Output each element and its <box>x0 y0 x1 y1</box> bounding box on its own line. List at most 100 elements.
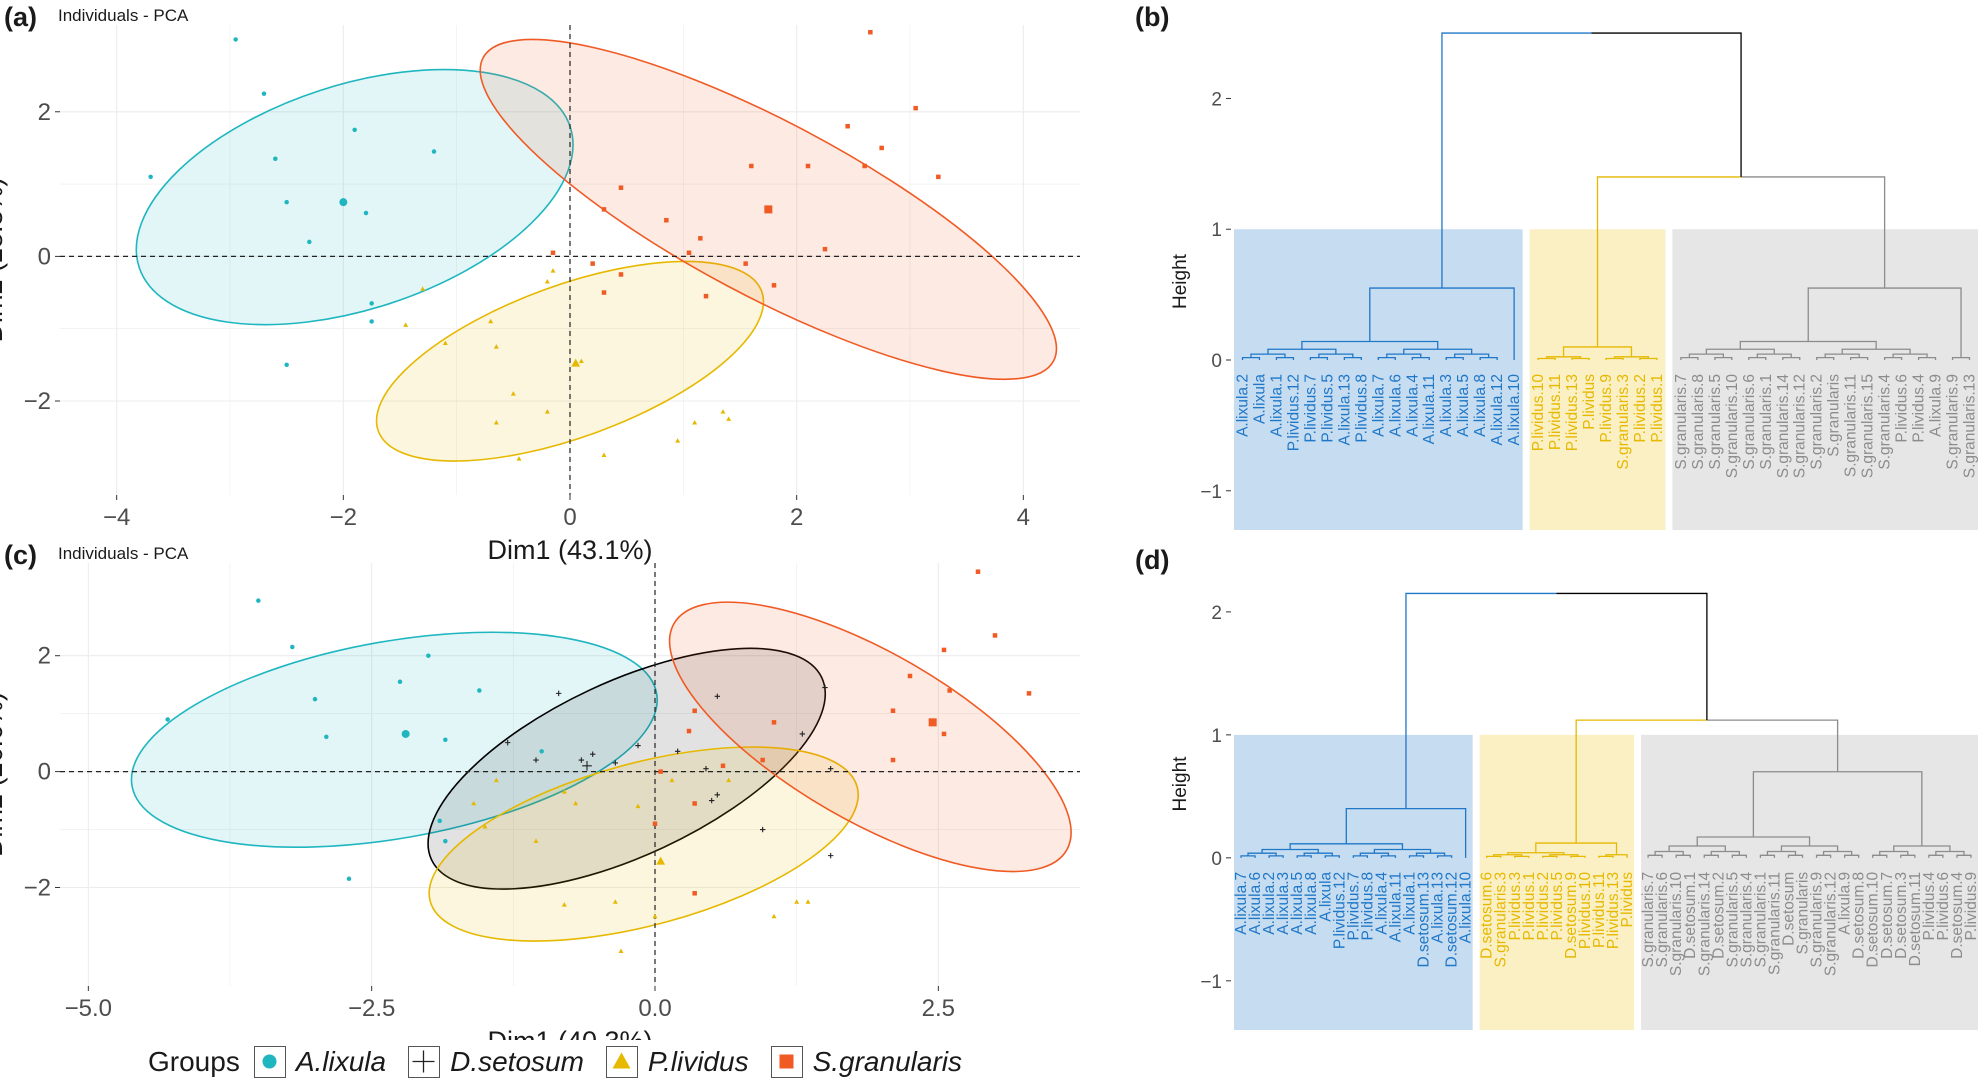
leaf-label: D.setosum.13 <box>1416 872 1433 968</box>
data-point <box>805 899 811 904</box>
dendro-branch <box>1507 852 1565 855</box>
leaf-label: S.granularis.12 <box>1792 374 1809 478</box>
data-point <box>516 456 522 461</box>
data-point <box>618 185 624 190</box>
panel-c-subtitle: Individuals - PCA <box>58 544 189 563</box>
data-point <box>493 344 499 349</box>
dendro-branch <box>1741 176 1886 289</box>
leaf-label: A.lixula.9 <box>1837 872 1854 935</box>
leaf-label: S.granularis.11 <box>1766 872 1783 975</box>
leaf-label: A.lixula.8 <box>1472 374 1489 437</box>
data-point <box>703 766 709 772</box>
data-point <box>975 569 981 574</box>
data-point <box>477 688 482 693</box>
leaf-label: S.granularis.13 <box>1962 374 1979 478</box>
x-axis-label: Dim1 (40.3%) <box>487 1026 652 1040</box>
pca-plot-0: −4 −2 0 2 4 −2 0 2 Dim1 (43.1%) Dim2 (28.3%) <box>0 25 1080 565</box>
data-point <box>397 679 403 685</box>
leaf-label: D.setosum.11 <box>1907 872 1924 966</box>
data-point <box>714 792 721 798</box>
data-point <box>256 598 261 603</box>
leaf-label: D.setosum <box>1780 872 1797 946</box>
leaf-label: P.lividus.12 <box>1285 374 1302 451</box>
leaf-label: A.lixula.6 <box>1247 872 1264 935</box>
y-tick-label: −1 <box>1200 482 1222 503</box>
data-point <box>771 720 777 725</box>
data-point <box>273 156 278 162</box>
data-point <box>578 358 584 364</box>
data-point <box>346 876 352 882</box>
dendro-branch <box>1710 850 1740 856</box>
dendro-branch <box>1369 287 1515 360</box>
data-point <box>561 902 567 907</box>
dendro-branch <box>1780 845 1839 852</box>
leaf-label: A.lixula <box>1251 374 1268 424</box>
data-point <box>992 633 998 638</box>
x-tick-label: −5.0 <box>65 995 112 1022</box>
dendro-branch <box>1591 32 1742 177</box>
data-point <box>1026 691 1032 696</box>
leaf-label: A.lixula.13 <box>1336 374 1353 446</box>
leaf-label: A.lixula.2 <box>1234 374 1251 437</box>
panel-a-letter: (a) <box>4 2 37 32</box>
y-tick-label: 2 <box>1211 603 1222 624</box>
data-point <box>307 239 312 245</box>
leaf-label: D.setosum.3 <box>1893 872 1910 959</box>
data-point <box>369 319 374 324</box>
data-point <box>561 789 567 794</box>
leaf-label: A.lixula.7 <box>1233 872 1250 935</box>
panel-d-letter: (d) <box>1135 545 1170 575</box>
data-point <box>555 690 562 697</box>
data-point <box>726 416 732 421</box>
dendro-branch <box>1696 836 1811 846</box>
legend-label: A.lixula <box>295 1046 387 1077</box>
data-point <box>692 891 697 896</box>
leaf-label: A.lixula.5 <box>1289 872 1306 935</box>
leaf-label: S.granularis.6 <box>1741 374 1758 470</box>
data-point <box>686 728 692 734</box>
centroid-point <box>582 761 592 771</box>
leaf-label: P.lividus.11 <box>1547 374 1564 450</box>
y-axis-label: Dim2 (28.3%) <box>0 177 8 342</box>
data-point <box>261 91 267 96</box>
centroid-point <box>401 729 410 738</box>
dendro-branch <box>1766 850 1797 856</box>
leaf-label: D.setosum.9 <box>1563 872 1580 959</box>
data-point <box>743 261 748 266</box>
data-point <box>805 163 811 169</box>
dendro-branch <box>1575 719 1707 844</box>
data-point <box>822 246 828 252</box>
dendrogram-1: A.lixula.2 A.lixula A.lixula.1 P.lividus.12… <box>1170 32 1979 530</box>
data-point <box>759 826 766 833</box>
data-point <box>692 708 697 714</box>
leaf-label: D.setosum.2 <box>1710 872 1727 959</box>
dendro-branch <box>1935 850 1965 856</box>
leaf-label: A.lixula.2 <box>1261 872 1278 935</box>
x-tick-label: 0 <box>563 504 576 531</box>
data-point <box>589 751 596 757</box>
leaf-label: S.granularis.7 <box>1640 872 1657 968</box>
legend-label: P.lividus <box>647 1046 749 1077</box>
leaf-label: A.lixula.10 <box>1506 374 1523 446</box>
data-point <box>290 644 295 650</box>
dendro-branch <box>1415 852 1446 856</box>
data-point <box>635 742 641 749</box>
leaf-label: P.lividus <box>1619 872 1636 928</box>
dendro-branch <box>1289 843 1404 850</box>
data-point <box>601 207 607 212</box>
data-point <box>669 777 675 783</box>
data-point <box>578 757 585 763</box>
data-point <box>799 731 806 737</box>
dendro-branch <box>1675 854 1691 858</box>
data-point <box>618 948 624 954</box>
centroid-point <box>571 358 581 367</box>
data-point <box>652 821 658 827</box>
data-point <box>714 693 721 699</box>
data-point <box>431 149 437 154</box>
legend-glyph <box>262 1054 277 1069</box>
leaf-label: S.granularis.14 <box>1775 374 1792 479</box>
dendro-branch <box>1787 854 1804 858</box>
leaf-label: A.lixula.11 <box>1387 872 1404 942</box>
leaf-label: S.granularis.3 <box>1493 872 1510 968</box>
y-tick-label: −2 <box>24 388 51 415</box>
